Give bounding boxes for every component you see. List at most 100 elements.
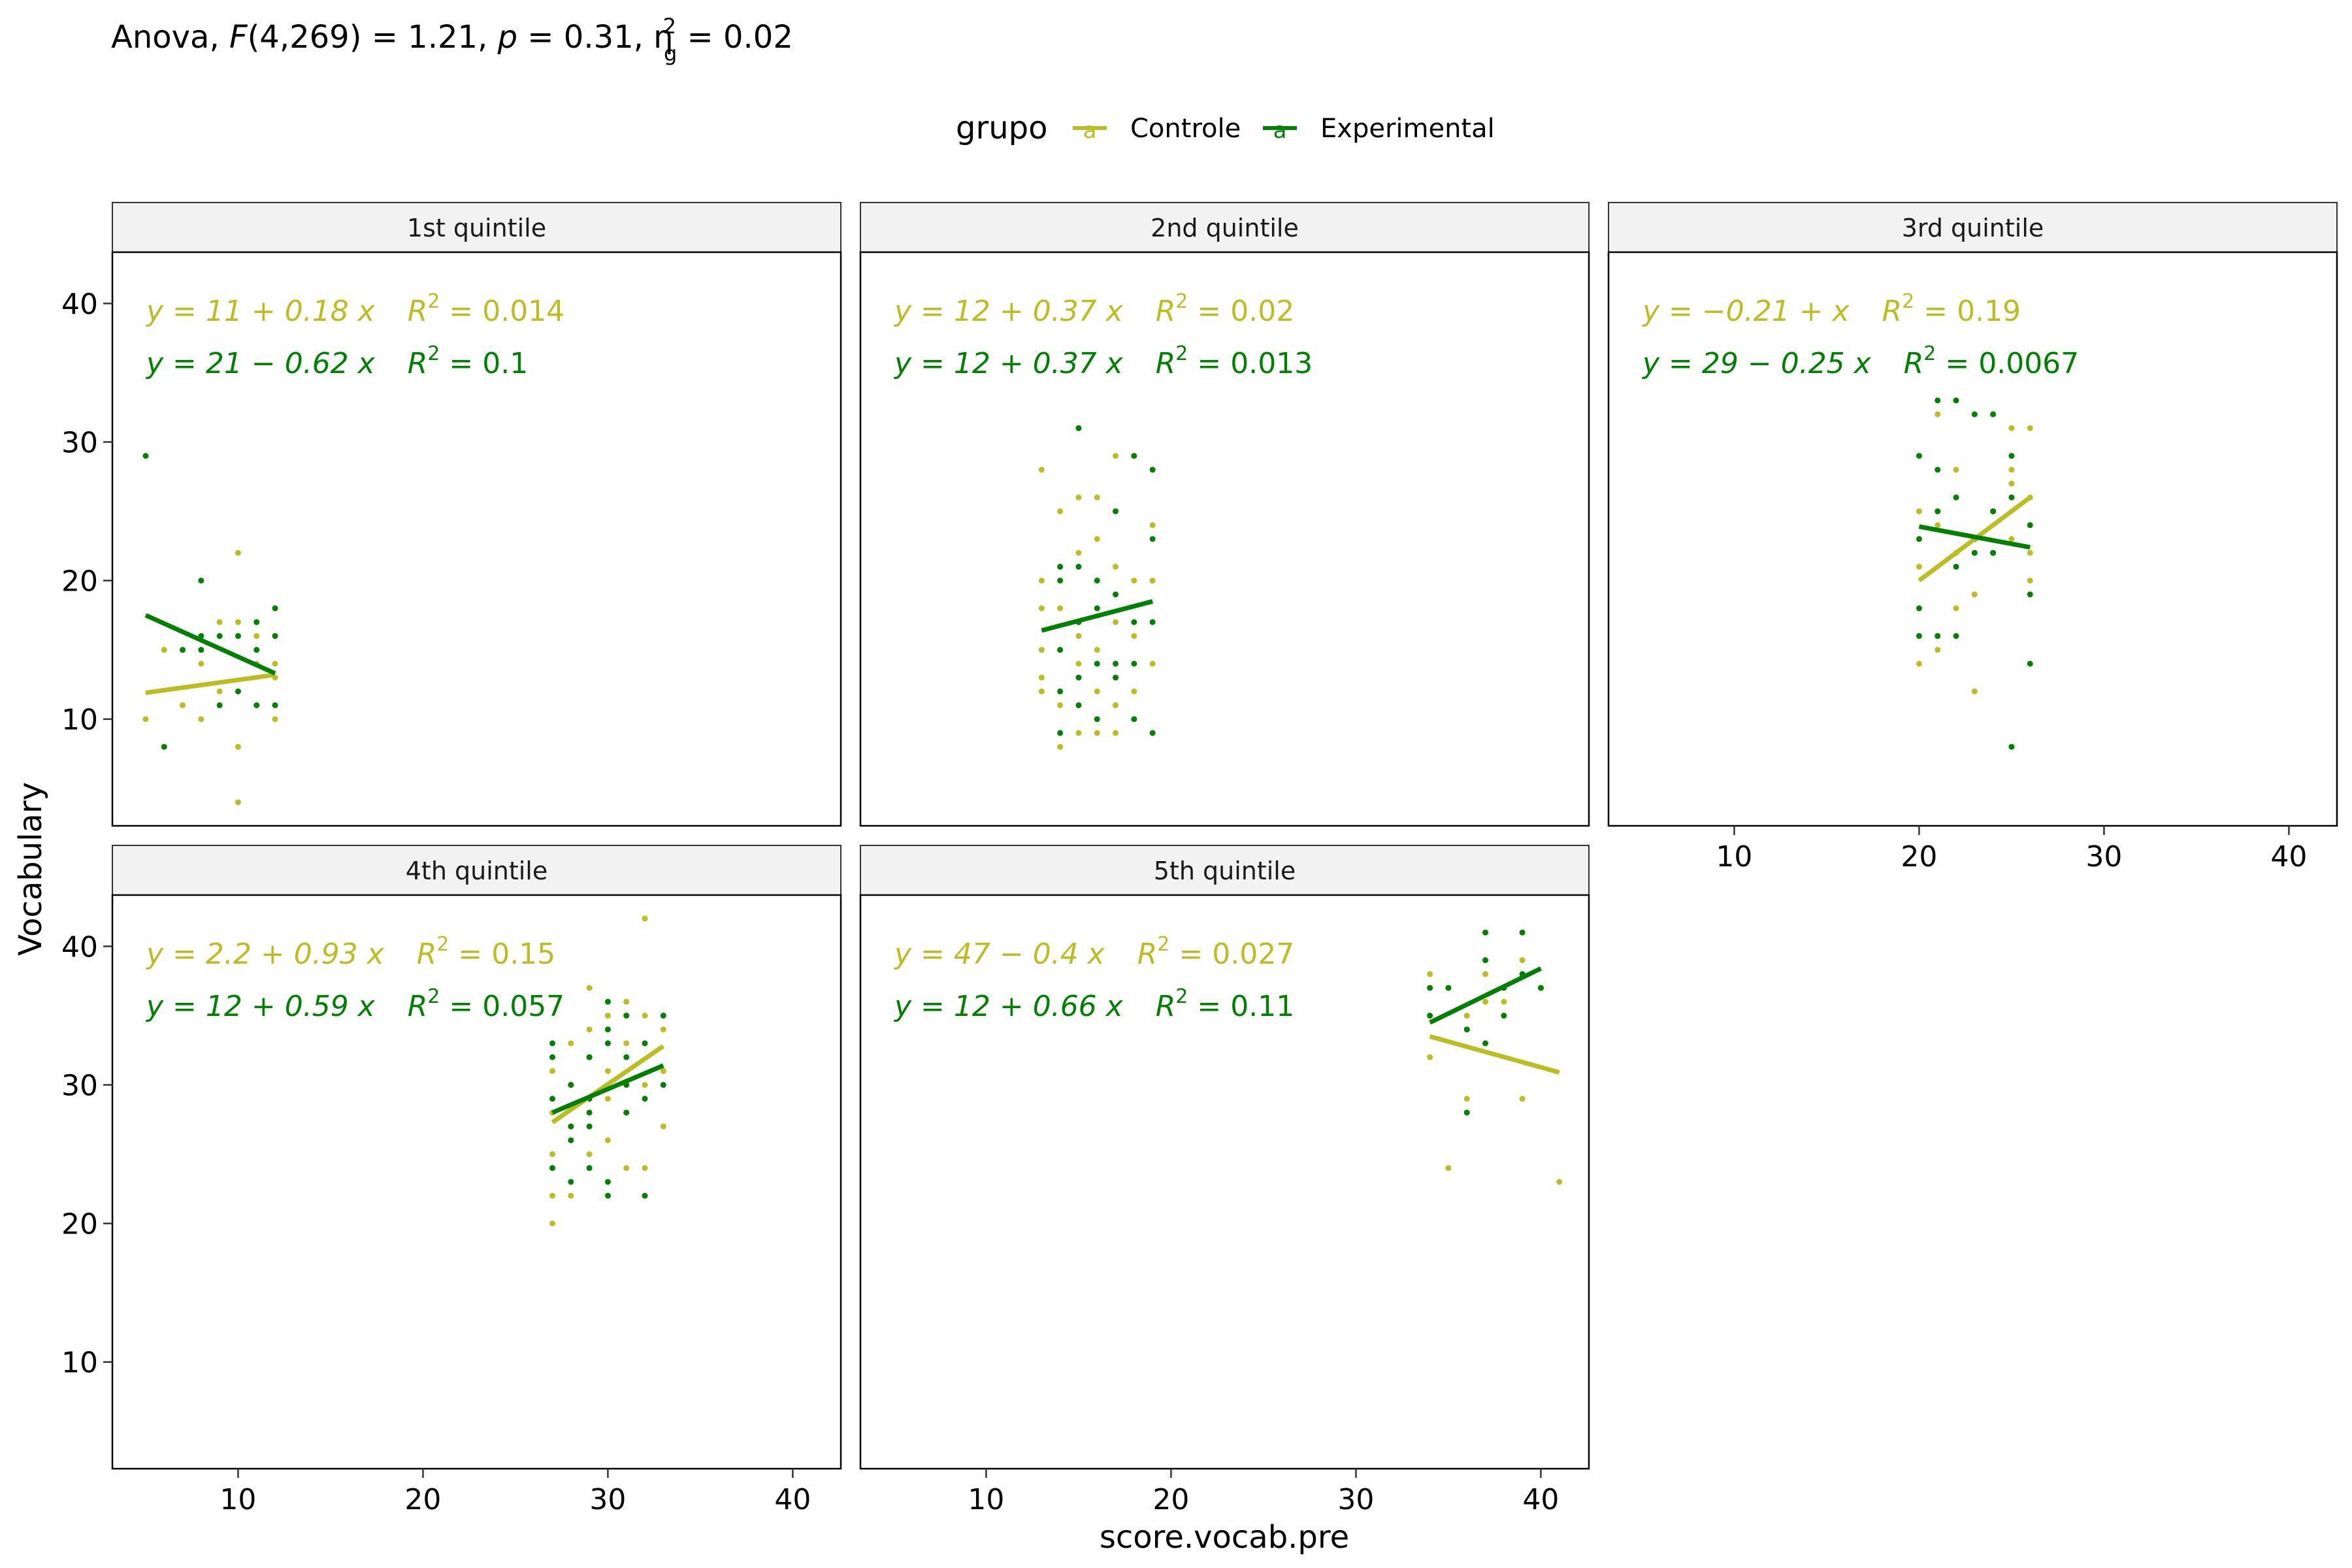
panel-border xyxy=(111,894,842,1470)
point-controle xyxy=(142,716,149,723)
point-experimental xyxy=(1953,632,1959,639)
fit-line-experimental xyxy=(1041,599,1154,633)
point-experimental xyxy=(1131,716,1137,723)
point-experimental xyxy=(1916,453,1922,459)
y-tick-label: 40 xyxy=(61,930,98,964)
x-tick-label: 10 xyxy=(968,1483,1004,1516)
point-controle xyxy=(253,632,260,639)
facet-strip xyxy=(860,845,1590,896)
point-experimental xyxy=(235,632,241,639)
point-controle xyxy=(1427,971,1433,977)
point-controle xyxy=(549,1220,556,1227)
point-controle xyxy=(604,1068,611,1074)
point-experimental xyxy=(1131,661,1137,667)
point-controle xyxy=(1094,536,1100,542)
point-experimental xyxy=(1094,578,1100,584)
facet-strip-label: 5th quintile xyxy=(1154,857,1296,885)
point-experimental xyxy=(568,1082,574,1088)
point-controle xyxy=(1075,549,1082,556)
panel-4th-quintile: 4th quintile y = 2.2 + 0.93 x R2 = 0.15 y =… xyxy=(61,845,842,1516)
x-tick-label: 30 xyxy=(589,1483,626,1516)
point-experimental xyxy=(1113,661,1119,667)
point-controle xyxy=(272,661,278,667)
point-experimental xyxy=(1953,397,1959,404)
point-experimental xyxy=(1113,591,1119,598)
point-experimental xyxy=(604,1040,611,1047)
point-controle xyxy=(623,998,630,1005)
point-experimental xyxy=(1427,1013,1433,1019)
point-controle xyxy=(1482,998,1489,1005)
point-experimental xyxy=(272,605,278,612)
facet-strip xyxy=(112,202,841,253)
equation-controle: y = 2.2 + 0.93 x R2 = 0.15 xyxy=(145,933,555,971)
fit-line-experimental xyxy=(1429,966,1542,1025)
panel-1st-quintile: 1st quintile y = 11 + 0.18 x R2 = 0.014 y =… xyxy=(61,202,842,827)
point-controle xyxy=(1113,453,1119,459)
point-controle xyxy=(623,1040,630,1047)
point-controle xyxy=(1935,522,1941,529)
point-experimental xyxy=(216,632,223,639)
point-experimental xyxy=(198,647,204,653)
equation-controle: y = 12 + 0.37 x R2 = 0.02 xyxy=(893,290,1294,328)
point-controle xyxy=(549,1192,556,1199)
point-experimental xyxy=(568,1179,574,1185)
point-controle xyxy=(1057,508,1064,515)
point-controle xyxy=(1556,1179,1563,1185)
point-experimental xyxy=(272,702,278,708)
point-controle xyxy=(604,1013,611,1019)
point-experimental xyxy=(1113,674,1119,681)
point-controle xyxy=(642,915,648,922)
point-experimental xyxy=(660,1082,666,1088)
point-controle xyxy=(1057,702,1064,708)
point-experimental xyxy=(586,1165,593,1171)
point-experimental xyxy=(549,1096,556,1102)
point-experimental xyxy=(604,1192,611,1199)
point-experimental xyxy=(1935,466,1941,473)
point-experimental xyxy=(642,1192,648,1199)
point-controle xyxy=(1094,494,1100,500)
point-experimental xyxy=(253,702,260,708)
point-controle xyxy=(1427,1054,1433,1060)
point-experimental xyxy=(1971,411,1978,417)
y-axis-title: Vocabulary xyxy=(12,782,49,956)
point-experimental xyxy=(1113,508,1119,515)
point-experimental xyxy=(161,743,167,750)
facet-strip-label: 3rd quintile xyxy=(1902,214,2044,242)
equation-experimental: y = 12 + 0.37 x R2 = 0.013 xyxy=(893,342,1313,380)
point-experimental xyxy=(198,578,204,584)
point-controle xyxy=(1038,647,1045,653)
point-experimental xyxy=(272,632,278,639)
facet-panels: 1st quintile y = 11 + 0.18 x R2 = 0.014 y =… xyxy=(61,202,2338,1516)
point-controle xyxy=(2027,578,2033,584)
point-experimental xyxy=(1057,730,1064,736)
point-controle xyxy=(1953,466,1959,473)
point-controle xyxy=(161,647,167,653)
point-experimental xyxy=(623,1013,630,1019)
panel-border xyxy=(111,251,842,827)
point-controle xyxy=(660,1026,666,1033)
x-tick-label: 30 xyxy=(1337,1483,1374,1516)
point-experimental xyxy=(623,1054,630,1060)
panel-2nd-quintile: 2nd quintile y = 12 + 0.37 x R2 = 0.02 y = … xyxy=(859,202,1590,827)
point-controle xyxy=(1131,688,1137,694)
point-controle xyxy=(1916,661,1922,667)
point-experimental xyxy=(1537,985,1544,991)
point-controle xyxy=(2008,536,2015,542)
point-controle xyxy=(1482,971,1489,977)
fit-line-controle xyxy=(551,1044,665,1124)
point-controle xyxy=(642,1165,648,1171)
point-controle xyxy=(1916,563,1922,570)
point-controle xyxy=(1038,674,1045,681)
panel-3rd-quintile: 3rd quintile y = −0.21 + x R2 = 0.19 y = 29… xyxy=(1607,202,2338,874)
point-experimental xyxy=(1149,466,1156,473)
point-experimental xyxy=(2008,453,2015,459)
point-controle xyxy=(1113,619,1119,625)
point-controle xyxy=(1149,661,1156,667)
point-experimental xyxy=(568,1123,574,1130)
facet-strip xyxy=(1608,202,2338,253)
point-experimental xyxy=(568,1137,574,1143)
point-controle xyxy=(1935,647,1941,653)
equation-experimental: y = 12 + 0.59 x R2 = 0.057 xyxy=(145,985,564,1023)
point-experimental xyxy=(604,1026,611,1033)
